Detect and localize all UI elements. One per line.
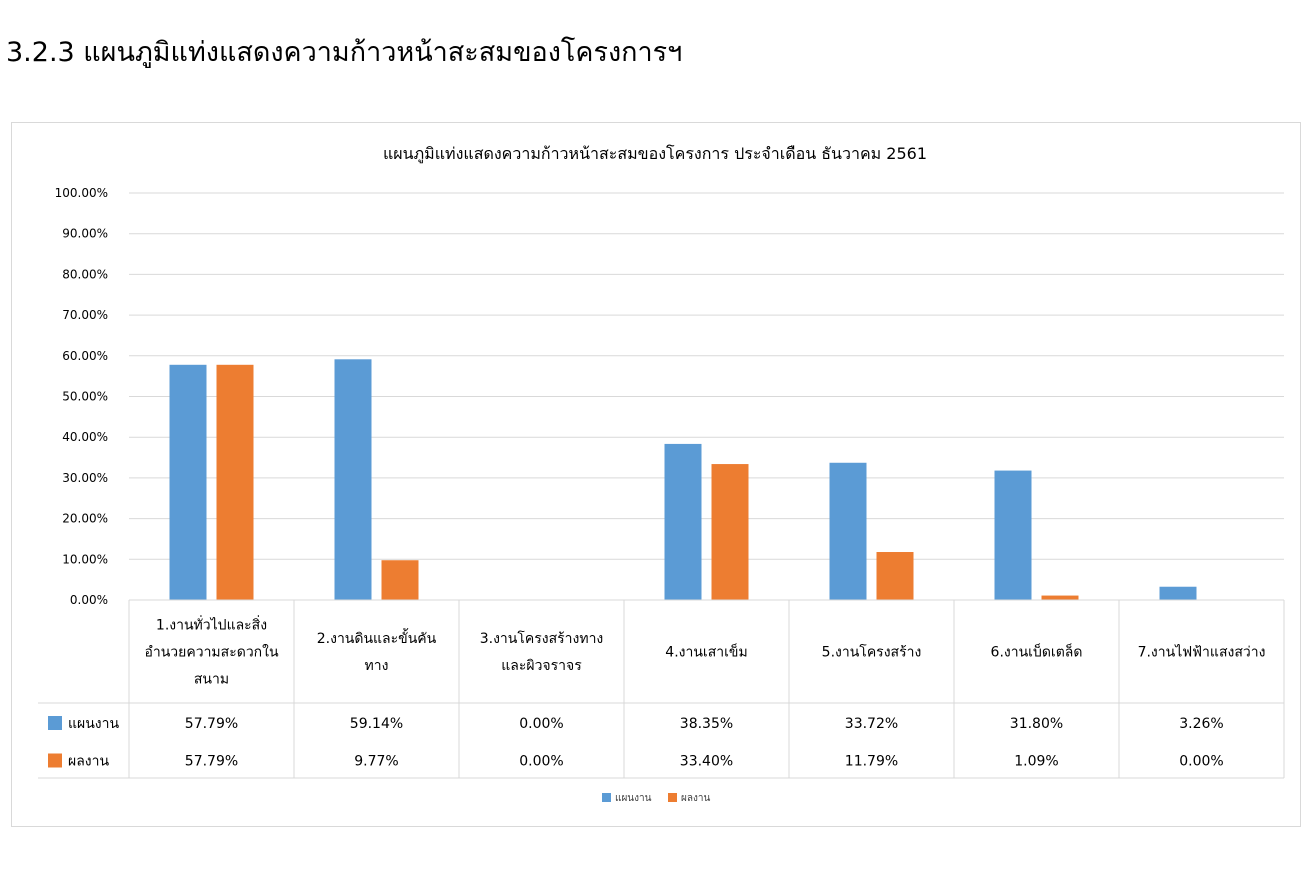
category-label: และผิวจราจร	[501, 658, 582, 674]
legend-key-plan	[48, 716, 62, 730]
data-label: 38.35%	[680, 716, 733, 732]
data-label: 57.79%	[185, 716, 238, 732]
data-label: 57.79%	[185, 754, 238, 770]
bar-actual	[216, 364, 254, 600]
y-tick-label: 30.00%	[62, 471, 108, 485]
chart-frame: แผนภูมิแท่งแสดงความก้าวหน้าสะสมของโครงกา…	[11, 122, 1301, 827]
bars	[169, 359, 1197, 600]
y-tick-label: 80.00%	[62, 267, 108, 281]
category-label: ทาง	[365, 658, 389, 674]
category-label: 6.งานเบ็ดเตล็ด	[991, 643, 1083, 661]
category-label: 1.งานทั่วไปและสิ่ง	[156, 616, 267, 634]
y-axis: 0.00% 10.00% 20.00% 30.00% 40.00% 50.00% 60.00…	[55, 186, 108, 607]
data-label: 59.14%	[350, 716, 403, 732]
bar-plan	[994, 470, 1032, 600]
legend: แผนงาน ผลงาน	[602, 793, 710, 804]
y-tick-label: 20.00%	[62, 512, 108, 526]
bar-plan	[664, 443, 702, 600]
data-label: 0.00%	[519, 716, 563, 732]
legend-label: แผนงาน	[615, 793, 652, 804]
data-label: 9.77%	[354, 754, 398, 770]
legend-key-actual	[48, 753, 62, 768]
y-tick-label: 100.00%	[55, 186, 108, 200]
bar-actual	[876, 552, 914, 600]
bar-chart: แผนภูมิแท่งแสดงความก้าวหน้าสะสมของโครงกา…	[38, 144, 1285, 804]
data-label: 0.00%	[1179, 754, 1223, 770]
category-label: 5.งานโครงสร้าง	[822, 644, 922, 661]
gridlines	[129, 192, 1284, 560]
y-tick-label: 10.00%	[62, 552, 108, 566]
y-tick-label: 70.00%	[62, 308, 108, 322]
category-label: อำนวยความสะดวกใน	[144, 644, 279, 661]
legend-label: ผลงาน	[681, 793, 710, 804]
y-tick-label: 40.00%	[62, 430, 108, 444]
bar-actual	[381, 560, 419, 600]
category-label: 3.งานโครงสร้างทาง	[480, 630, 604, 647]
bar-plan	[169, 364, 207, 600]
data-label: 31.80%	[1010, 716, 1063, 732]
bar-plan	[334, 359, 372, 600]
y-tick-label: 0.00%	[70, 593, 108, 607]
data-label: 33.40%	[680, 754, 733, 770]
category-label: 4.งานเสาเข็ม	[665, 643, 747, 661]
bar-plan	[829, 462, 867, 600]
legend-swatch	[668, 793, 677, 802]
data-label: 11.79%	[845, 754, 898, 770]
series-name: แผนงาน	[68, 716, 119, 732]
category-label: 2.งานดินและขั้นคัน	[317, 628, 437, 647]
bar-plan	[1159, 586, 1197, 600]
bar-actual	[1041, 595, 1079, 600]
category-label: สนาม	[194, 672, 229, 688]
y-tick-label: 60.00%	[62, 349, 108, 363]
y-tick-label: 90.00%	[62, 227, 108, 241]
data-label: 3.26%	[1179, 716, 1223, 732]
category-label: 7.งานไฟฟ้าแสงสว่าง	[1138, 644, 1266, 661]
data-label: 0.00%	[519, 754, 563, 770]
data-label: 1.09%	[1014, 754, 1058, 770]
section-heading: 3.2.3 แผนภูมิแท่งแสดงความก้าวหน้าสะสมของ…	[6, 37, 683, 68]
chart-title: แผนภูมิแท่งแสดงความก้าวหน้าสะสมของโครงกา…	[383, 144, 927, 164]
series-name: ผลงาน	[68, 754, 109, 770]
bar-actual	[711, 464, 749, 600]
y-tick-label: 50.00%	[62, 390, 108, 404]
data-label: 33.72%	[845, 716, 898, 732]
legend-swatch	[602, 793, 611, 802]
